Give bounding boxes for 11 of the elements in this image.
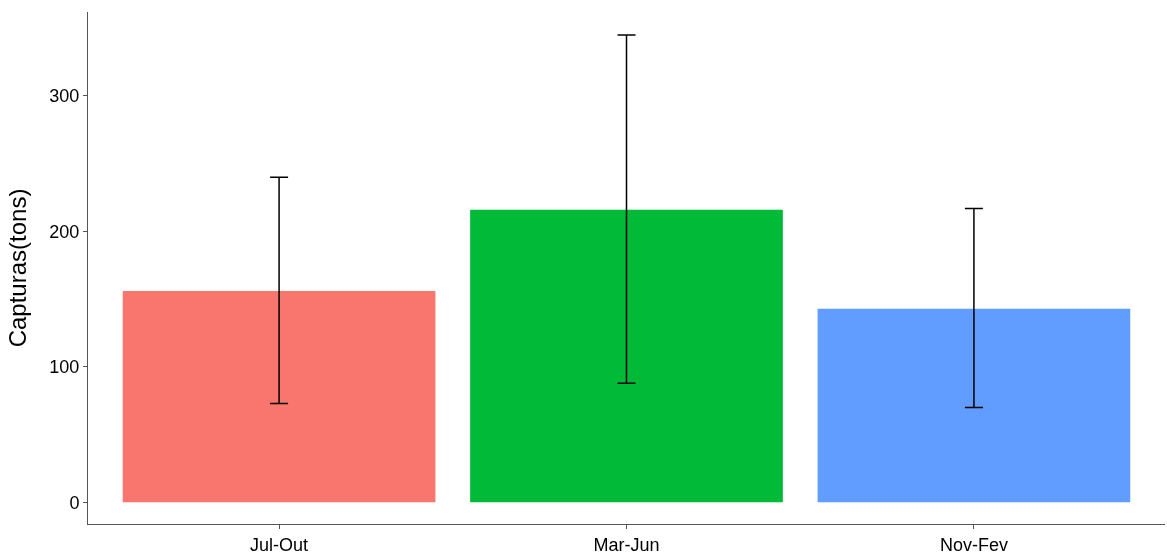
x-tick-label: Jul-Out — [250, 534, 309, 555]
y-tick-label: 100 — [49, 357, 80, 378]
x-tick-label: Nov-Fev — [939, 534, 1008, 555]
y-tick-label: 300 — [49, 86, 80, 107]
x-tick-label: Mar-Jun — [593, 534, 660, 555]
bar — [122, 291, 436, 503]
y-tick-label: 0 — [69, 492, 80, 513]
y-axis-title: Capturas(tons) — [4, 188, 32, 348]
bar — [817, 308, 1131, 503]
bar — [470, 209, 783, 503]
y-tick-label: 200 — [49, 221, 80, 242]
